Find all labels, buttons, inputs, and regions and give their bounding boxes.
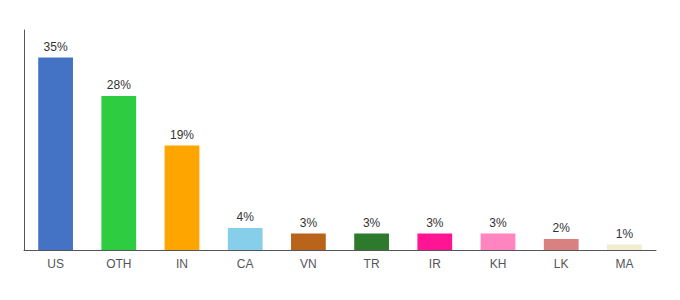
svg-text:4%: 4% bbox=[237, 210, 255, 224]
svg-text:IR: IR bbox=[429, 257, 441, 271]
svg-text:LK: LK bbox=[554, 257, 569, 271]
svg-text:US: US bbox=[47, 257, 64, 271]
svg-text:1%: 1% bbox=[616, 227, 634, 241]
svg-text:3%: 3% bbox=[426, 216, 444, 230]
svg-text:OTH: OTH bbox=[106, 257, 131, 271]
svg-text:2%: 2% bbox=[553, 221, 571, 235]
svg-text:19%: 19% bbox=[170, 128, 194, 142]
svg-text:TR: TR bbox=[364, 257, 380, 271]
svg-text:KH: KH bbox=[490, 257, 507, 271]
svg-text:CA: CA bbox=[237, 257, 254, 271]
svg-text:VN: VN bbox=[300, 257, 317, 271]
svg-text:28%: 28% bbox=[107, 78, 131, 92]
svg-text:3%: 3% bbox=[300, 216, 318, 230]
svg-text:35%: 35% bbox=[44, 40, 68, 54]
svg-text:IN: IN bbox=[176, 257, 188, 271]
svg-text:3%: 3% bbox=[489, 216, 507, 230]
svg-text:MA: MA bbox=[615, 257, 633, 271]
svg-text:3%: 3% bbox=[363, 216, 381, 230]
